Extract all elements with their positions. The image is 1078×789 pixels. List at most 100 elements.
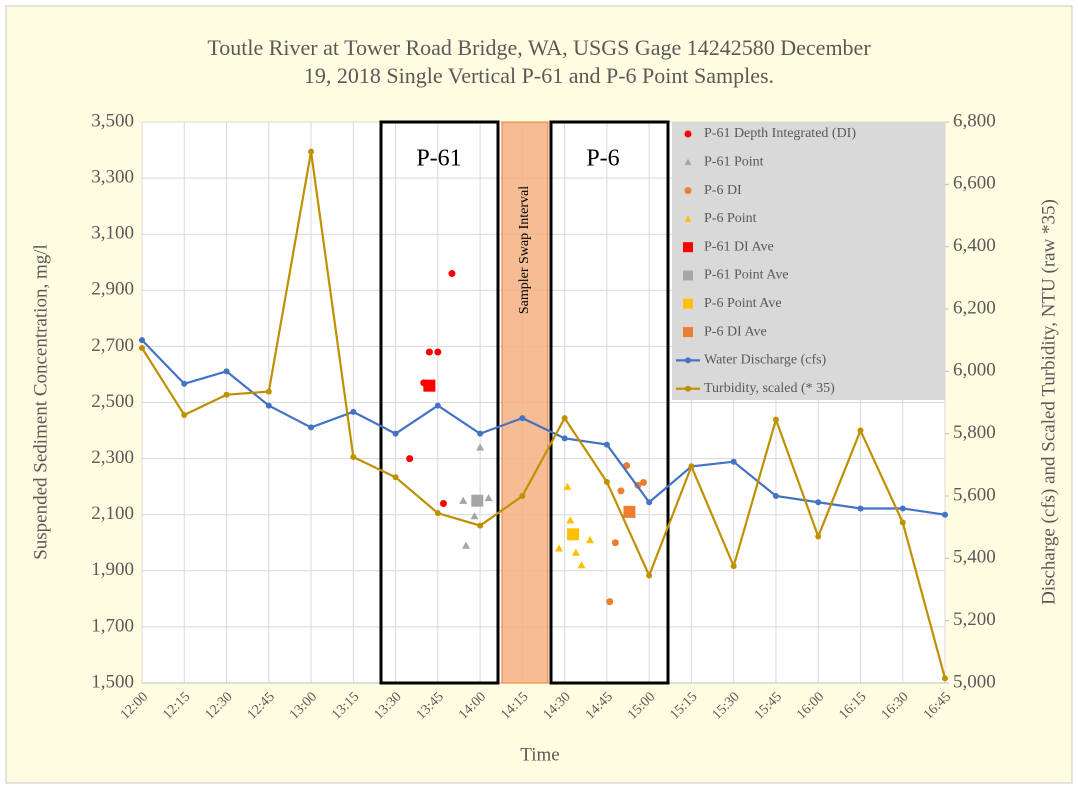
legend-label: Water Discharge (cfs) xyxy=(704,353,827,368)
y-tick-label: 2,700 xyxy=(91,335,134,356)
marker-circle xyxy=(406,455,414,463)
marker-circle xyxy=(561,415,568,422)
y2-tick-label: 5,600 xyxy=(953,484,996,505)
y-tick-label: 2,500 xyxy=(91,391,134,412)
line-series xyxy=(141,339,946,516)
marker-circle xyxy=(392,474,399,481)
marker-circle xyxy=(815,533,822,540)
marker-circle xyxy=(392,430,399,437)
marker-circle xyxy=(942,511,948,518)
marker-circle xyxy=(611,539,619,547)
y2-tick-label: 5,800 xyxy=(953,422,996,443)
marker-circle xyxy=(477,430,484,437)
chart-title: 19, 2018 Single Vertical P-61 and P-6 Po… xyxy=(304,63,774,88)
y2-tick-label: 6,400 xyxy=(953,235,996,256)
legend-label: P-6 Point Ave xyxy=(704,296,782,311)
legend-label: P-61 Point Ave xyxy=(704,268,789,283)
legend-box xyxy=(672,122,945,400)
marker-circle xyxy=(730,458,737,465)
marker-circle xyxy=(477,522,484,529)
y2-tick-label: 5,400 xyxy=(953,547,996,568)
y-tick-label: 2,100 xyxy=(91,503,134,524)
marker-square xyxy=(623,505,636,518)
marker-square xyxy=(683,242,693,253)
marker-triangle xyxy=(577,561,586,569)
marker-circle xyxy=(181,411,188,418)
marker-triangle xyxy=(684,158,692,166)
marker-circle xyxy=(139,337,145,344)
marker-circle xyxy=(772,416,779,423)
swap-band xyxy=(501,121,549,684)
y-tick-label: 3,300 xyxy=(91,166,134,187)
y2-tick-label: 6,200 xyxy=(953,297,996,318)
marker-circle xyxy=(603,441,610,448)
marker-circle xyxy=(223,368,230,375)
marker-circle xyxy=(603,478,610,485)
y-tick-label: 1,900 xyxy=(91,559,134,580)
marks xyxy=(139,148,948,682)
annotation: Sampler Swap Interval xyxy=(517,186,532,314)
legend-label: P-6 DI Ave xyxy=(704,324,767,339)
marker-circle xyxy=(434,510,441,517)
marker-circle xyxy=(772,493,779,499)
legend-label: P-61 Point xyxy=(704,155,764,170)
marker-circle xyxy=(685,357,691,364)
marker-circle xyxy=(434,348,442,356)
y2-tick-label: 6,600 xyxy=(953,173,996,194)
marker-circle xyxy=(265,388,272,395)
y-tick-label: 3,500 xyxy=(91,110,134,131)
y2-tick-label: 5,200 xyxy=(953,609,996,630)
marker-circle xyxy=(561,435,568,442)
marker-circle xyxy=(265,402,272,409)
marker-square xyxy=(683,298,693,309)
marker-circle xyxy=(857,505,864,512)
marker-circle xyxy=(685,385,691,392)
y2-axis-label: Discharge (cfs) and Scaled Turbidity, NT… xyxy=(1038,199,1059,605)
marker-circle xyxy=(448,269,456,277)
chart-title: Toutle River at Tower Road Bridge, WA, U… xyxy=(207,35,871,60)
legend-label: P-6 DI xyxy=(704,183,742,198)
y-tick-label: 2,300 xyxy=(91,447,134,468)
marker-square xyxy=(683,327,693,338)
marker-triangle xyxy=(585,535,594,544)
marker-triangle xyxy=(571,548,580,556)
annotation: P-61 xyxy=(416,146,461,172)
marker-circle xyxy=(617,487,625,495)
y2-tick-label: 5,000 xyxy=(953,671,996,692)
marker-circle xyxy=(425,348,433,356)
marker-circle xyxy=(640,478,648,486)
legend-label: P-6 Point xyxy=(704,211,757,226)
legend-label: Turbidity, scaled (* 35) xyxy=(704,381,835,396)
legend-label: P-61 Depth Integrated (DI) xyxy=(704,126,856,141)
marker-circle xyxy=(308,148,315,155)
p6-box xyxy=(549,120,670,685)
marker-triangle xyxy=(476,443,485,451)
marker-triangle xyxy=(554,544,563,552)
x-axis-label: Time xyxy=(520,744,559,765)
marker-circle xyxy=(519,493,526,499)
marker-circle xyxy=(439,499,447,507)
marker-triangle xyxy=(484,493,493,502)
marker-circle xyxy=(139,344,145,351)
marker-circle xyxy=(942,675,948,682)
marker-square xyxy=(423,379,436,392)
line-series xyxy=(141,151,947,679)
annotation: P-6 xyxy=(586,146,619,172)
marker-circle xyxy=(606,598,614,606)
marker-circle xyxy=(519,415,526,422)
y-tick-label: 3,100 xyxy=(91,223,134,244)
marker-circle xyxy=(350,454,357,461)
marker-triangle xyxy=(684,215,692,222)
marker-circle xyxy=(223,391,230,398)
marker-circle xyxy=(688,463,695,470)
y-axis-label: Suspended Sediment Concentration, mg/l xyxy=(30,244,51,560)
marker-circle xyxy=(684,187,692,195)
marker-triangle xyxy=(566,516,575,524)
marker-circle xyxy=(434,402,441,409)
marker-square xyxy=(471,494,484,507)
p61-box xyxy=(379,120,500,685)
y-tick-label: 1,700 xyxy=(91,615,134,636)
marker-circle xyxy=(181,380,188,387)
